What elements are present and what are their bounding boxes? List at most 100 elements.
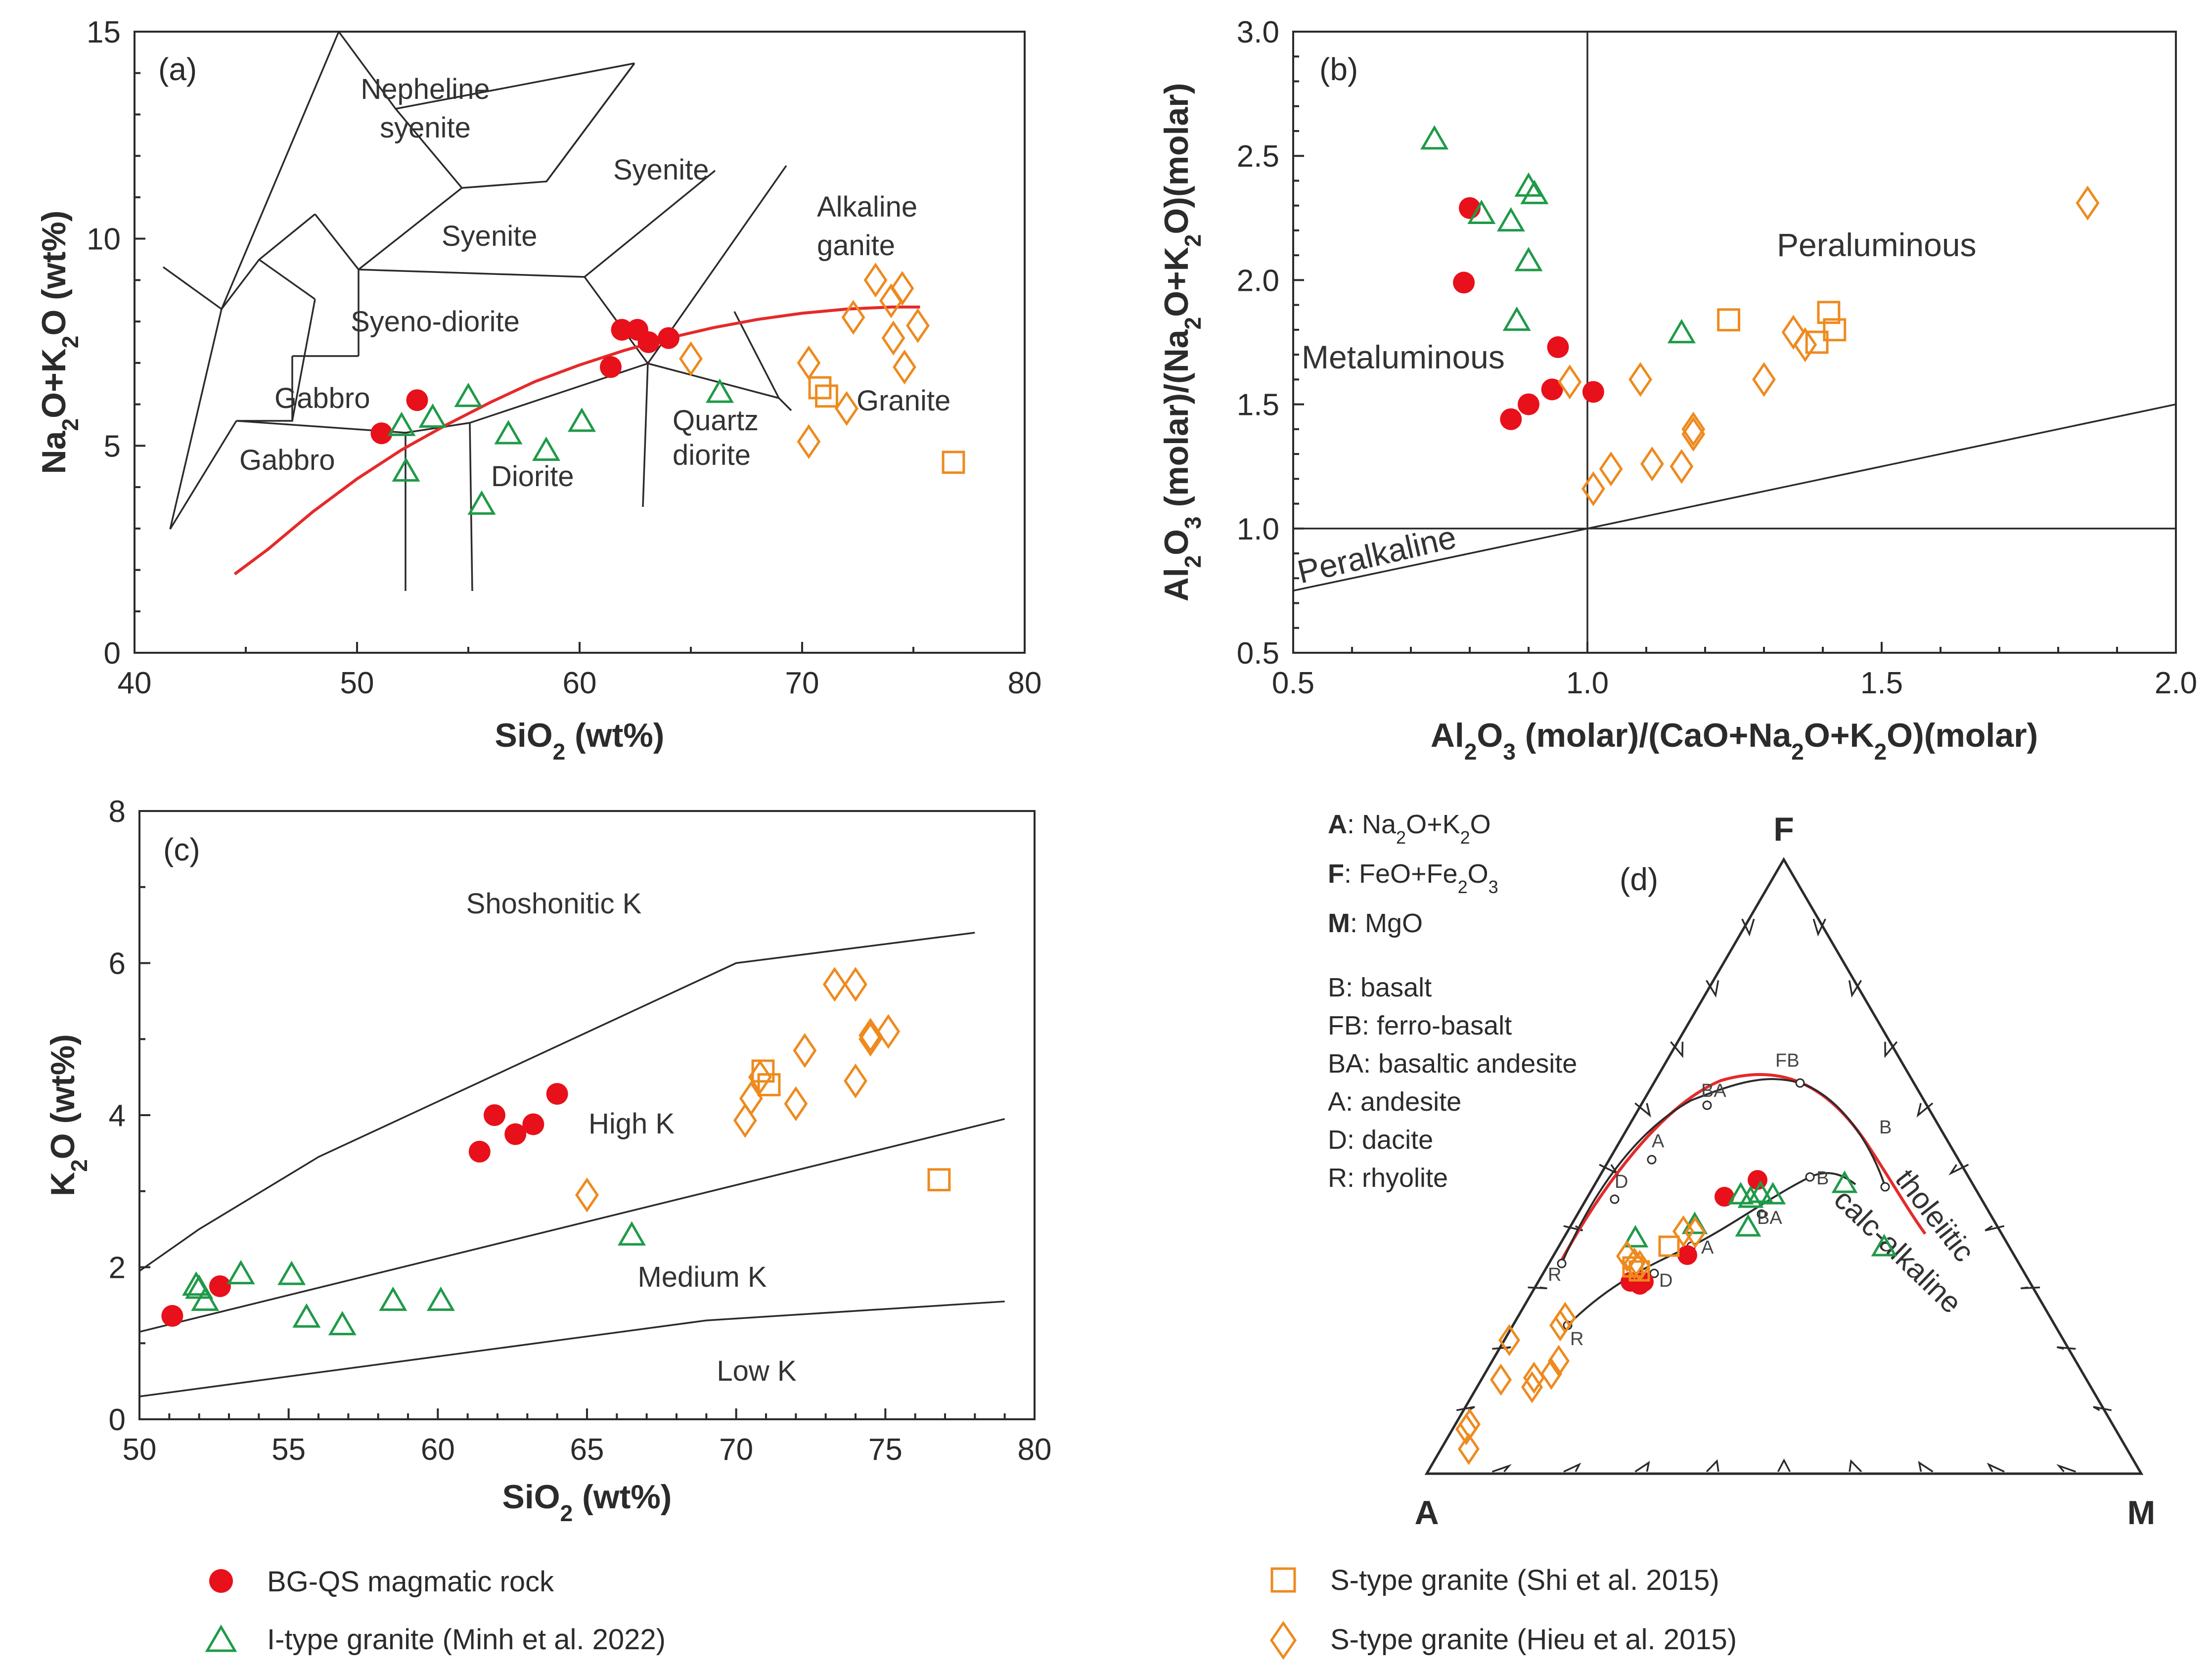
d-point-stype-hieu-12 bbox=[1498, 1324, 1521, 1356]
b-point-stype-shi-2 bbox=[1817, 301, 1841, 324]
c-point-bgqs-2 bbox=[468, 1140, 491, 1163]
panel-d-afm-diagram: A: Na2O+K2O F: FeO+Fe2O3 M: MgO B: basal… bbox=[1328, 810, 2155, 1532]
b-point-stype-shi-3 bbox=[1823, 318, 1847, 342]
afm-edge-tick bbox=[1634, 1102, 1651, 1118]
field-label-metaluminous: Metaluminous bbox=[1302, 339, 1505, 375]
node-label-a-upper: A bbox=[1652, 1131, 1665, 1152]
a-point-stype-shi-0 bbox=[808, 376, 832, 400]
afm-edge-tick bbox=[1812, 918, 1826, 937]
a-xtick-label-4: 80 bbox=[1008, 666, 1042, 700]
b-point-stype-hieu-1 bbox=[1599, 451, 1623, 487]
field-label-quartz-diorite: diorite bbox=[673, 439, 751, 471]
b-point-stype-shi-1 bbox=[1805, 330, 1829, 354]
afm-trend-node-0 bbox=[1557, 1259, 1567, 1268]
c-xtick-label-2: 60 bbox=[421, 1433, 455, 1467]
c-xtick-label-1: 55 bbox=[271, 1433, 306, 1467]
a-point-bgqs-0 bbox=[370, 422, 393, 445]
c-point-stype-hieu-6 bbox=[822, 967, 847, 1002]
node-label-d-upper: D bbox=[1615, 1172, 1628, 1192]
field-label-shoshonitic-k: Shoshonitic K bbox=[466, 888, 642, 920]
panel-c-k2o-sio2-diagram: 50 55 60 65 70 75 80 0 2 4 6 8 Shoshonitic K High K… bbox=[44, 795, 1051, 1526]
a-ytick-label-1: 5 bbox=[104, 429, 121, 463]
afm-edge-tick bbox=[1918, 1461, 1934, 1473]
field-label-quartz: Quartz bbox=[673, 405, 759, 437]
d-point-itype-1 bbox=[1681, 1212, 1708, 1234]
legend-label-itype: I-type granite (Minh et al. 2022) bbox=[267, 1624, 666, 1656]
a-point-stype-hieu-9 bbox=[893, 349, 916, 385]
a-point-bgqs-5 bbox=[637, 331, 660, 353]
b-point-stype-hieu-5 bbox=[1670, 449, 1694, 484]
afm-edge-tick bbox=[1706, 1459, 1719, 1473]
field-label-diorite: Diorite bbox=[491, 460, 574, 493]
field-label-gabbro-upper: Gabbro bbox=[274, 382, 370, 414]
c-point-itype-7 bbox=[379, 1286, 407, 1311]
d-point-itype-6 bbox=[1735, 1214, 1761, 1237]
c-ytick-label-3: 6 bbox=[109, 947, 126, 981]
legend-label-stype-shi: S-type granite (Shi et al. 2015) bbox=[1330, 1564, 1719, 1596]
a-point-itype-3 bbox=[454, 382, 483, 407]
c-point-stype-hieu-8 bbox=[844, 1063, 867, 1099]
b-point-bgqs-2 bbox=[1547, 336, 1569, 359]
a-xtick-label-2: 60 bbox=[563, 666, 597, 700]
afm-edge-tick bbox=[1916, 1102, 1934, 1118]
b-point-stype-hieu-10 bbox=[1793, 327, 1817, 362]
b-xtick-label-2: 1.5 bbox=[1860, 666, 1903, 700]
a-xtick-label-3: 70 bbox=[785, 666, 819, 700]
field-label-alkaline: Alkaline bbox=[817, 191, 917, 223]
afm-trend-node-10 bbox=[1805, 1172, 1815, 1182]
b-xtick-label-1: 1.0 bbox=[1566, 666, 1609, 700]
c-xtick-label-6: 80 bbox=[1018, 1433, 1052, 1467]
field-label-high-k: High K bbox=[588, 1108, 675, 1140]
a-point-stype-hieu-6 bbox=[879, 283, 903, 318]
a-point-stype-hieu-2 bbox=[797, 424, 821, 459]
field-label-nepheline: Nepheline bbox=[361, 73, 490, 105]
afm-trend-node-3 bbox=[1702, 1100, 1712, 1110]
b-point-stype-hieu-6 bbox=[1681, 411, 1706, 447]
afm-edge-tick bbox=[1634, 1461, 1650, 1473]
b-point-stype-hieu-9 bbox=[1781, 315, 1806, 350]
a-point-stype-hieu-4 bbox=[841, 300, 865, 335]
afm-edge-tick bbox=[1948, 1164, 1969, 1175]
panel-b-asi-diagram: 0.5 1.0 1.5 2.0 0.5 1.0 1.5 2.0 2.5 3.0 Metalumin… bbox=[1158, 15, 2197, 765]
c-point-stype-hieu-0 bbox=[575, 1177, 599, 1213]
key-a-line: A: Na2O+K2O bbox=[1328, 810, 1491, 848]
c-point-bgqs-4 bbox=[504, 1123, 527, 1145]
c-ytick-label-2: 4 bbox=[109, 1099, 126, 1133]
a-point-itype-2 bbox=[418, 403, 447, 428]
b-point-stype-shi-0 bbox=[1717, 308, 1740, 332]
b-point-bgqs-1 bbox=[1453, 271, 1475, 294]
b-xtick-label-3: 2.0 bbox=[2155, 666, 2197, 700]
c-point-itype-4 bbox=[277, 1261, 306, 1285]
c-point-itype-6 bbox=[328, 1310, 357, 1336]
afm-trend-node-4 bbox=[1795, 1078, 1805, 1088]
afm-edge-tick bbox=[2020, 1286, 2040, 1289]
c-point-itype-8 bbox=[426, 1286, 455, 1311]
b-divider-diagonal bbox=[1293, 403, 2176, 592]
c-ytick-label-4: 8 bbox=[109, 795, 126, 829]
node-label-ba-lower: BA bbox=[1757, 1208, 1782, 1228]
afm-edge-tick bbox=[1848, 980, 1862, 998]
panel-b-x-axis-label: Al2O3 (molar)/(CaO+Na2O+K2O)(molar) bbox=[1431, 717, 2038, 765]
d-point-stype-hieu-15 bbox=[1458, 1408, 1481, 1441]
afm-edge-tick bbox=[2093, 1406, 2112, 1411]
a-xtick-label-0: 40 bbox=[118, 666, 152, 700]
field-label-nepheline-syenite: syenite bbox=[380, 112, 471, 144]
field-label-gabbro-lower: Gabbro bbox=[239, 444, 335, 476]
d-point-itype-3 bbox=[1737, 1185, 1764, 1208]
c-point-stype-hieu-5 bbox=[793, 1033, 817, 1068]
d-point-itype-7 bbox=[1831, 1171, 1858, 1193]
a-point-bgqs-3 bbox=[611, 318, 633, 341]
afm-edge-tick bbox=[2056, 1464, 2077, 1473]
c-point-stype-hieu-2 bbox=[739, 1081, 763, 1116]
c-xtick-label-5: 75 bbox=[868, 1433, 903, 1467]
afm-edge-tick bbox=[1491, 1464, 1512, 1473]
c-point-itype-9 bbox=[617, 1221, 646, 1246]
field-label-low-k: Low K bbox=[717, 1355, 797, 1387]
b-point-stype-hieu-2 bbox=[1558, 364, 1582, 400]
d-point-stype-hieu-4 bbox=[1684, 1216, 1707, 1249]
afm-trend-node-7 bbox=[1649, 1268, 1659, 1278]
abbr-dacite: D: dacite bbox=[1328, 1125, 1433, 1155]
legend-marker-bgqs bbox=[209, 1569, 233, 1593]
abbr-ferro-basalt: FB: ferro-basalt bbox=[1328, 1011, 1512, 1040]
